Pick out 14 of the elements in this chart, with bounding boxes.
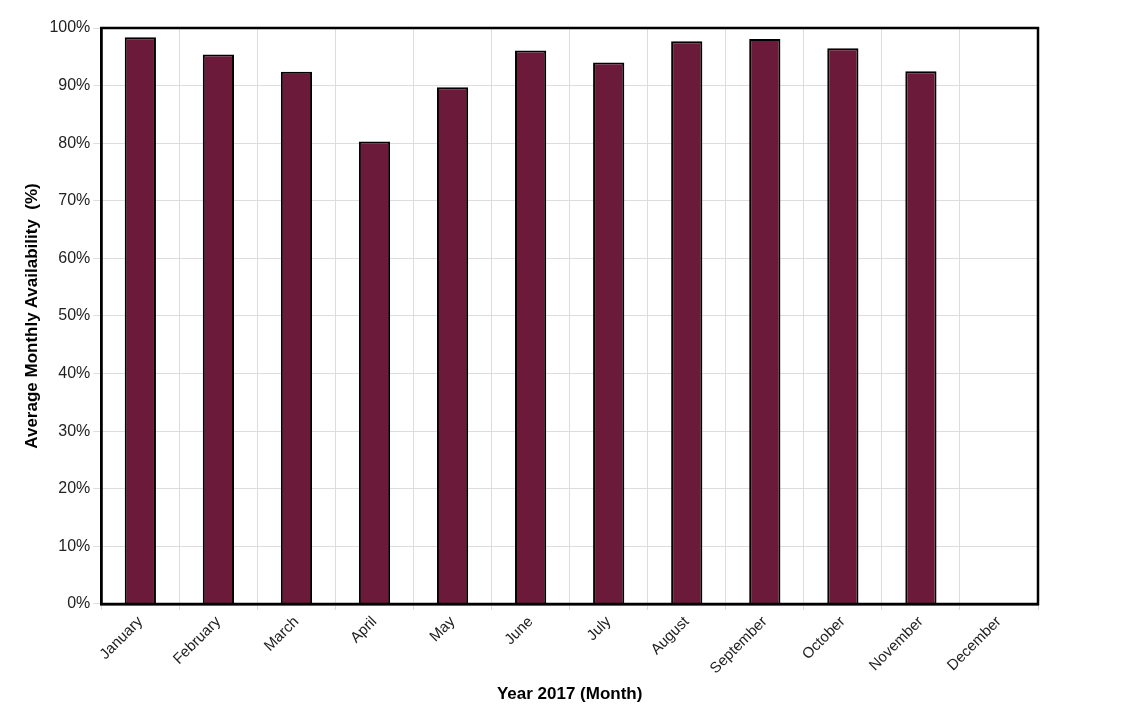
y-tick-label: 80% <box>58 133 91 151</box>
y-axis-title: Average Monthly Availability (%) <box>21 183 41 449</box>
x-axis-title: Year 2017 (Month) <box>496 684 643 704</box>
y-tick-label: 20% <box>58 479 91 497</box>
x-tick-label: July <box>582 612 615 644</box>
y-tick-label: 90% <box>58 76 91 94</box>
y-tick-label: 100% <box>49 18 91 36</box>
y-tick-label: 70% <box>58 191 91 209</box>
y-tick-label: 30% <box>58 421 91 439</box>
y-tick-label: 60% <box>58 248 91 266</box>
y-tick-label: 50% <box>58 306 91 324</box>
y-tick-label: 0% <box>67 594 91 612</box>
y-tick-label: 40% <box>58 364 91 381</box>
y-tick-label: 10% <box>58 536 91 554</box>
